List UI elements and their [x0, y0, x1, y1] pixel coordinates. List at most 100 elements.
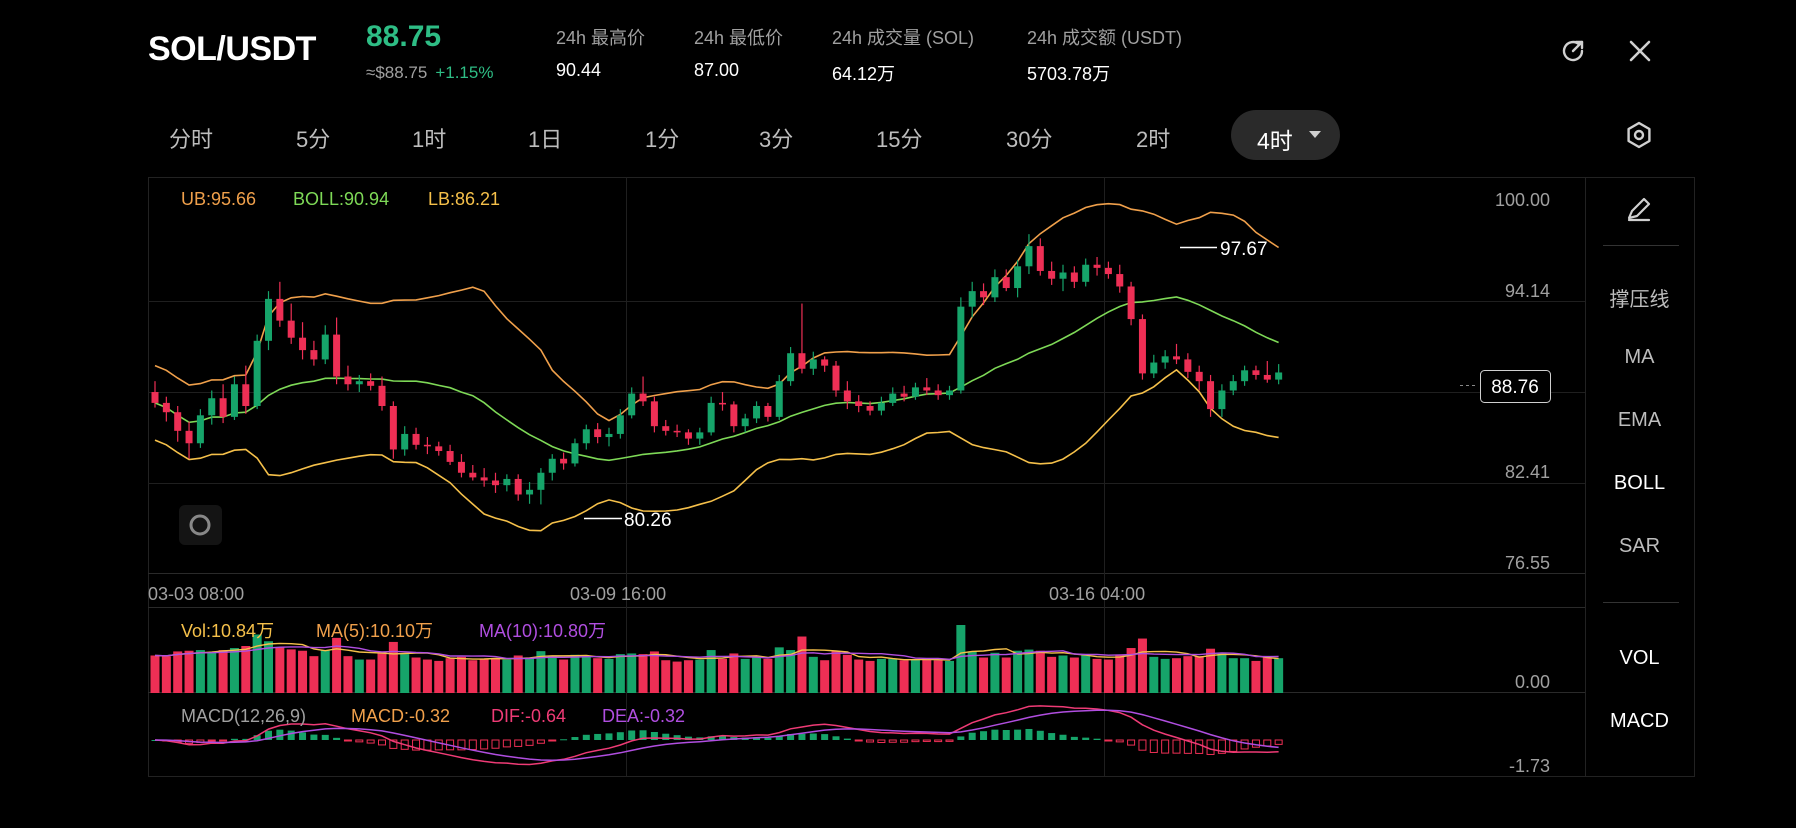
tab-30m[interactable]: 30分 — [1006, 127, 1053, 152]
volume-bar — [876, 658, 886, 693]
price-sub: ≈$88.75 +1.15% — [366, 63, 493, 83]
volume-bar — [1262, 657, 1272, 693]
tab-4h[interactable]: 4时 — [1231, 110, 1340, 160]
volume-bar — [207, 652, 217, 693]
tab-time-share[interactable]: 分时 — [169, 127, 214, 152]
candle-body — [571, 443, 579, 464]
candle-body — [1104, 267, 1112, 275]
exchange-logo[interactable] — [179, 505, 222, 545]
macd-histogram-bar — [265, 730, 272, 740]
macd-histogram-bar — [276, 729, 284, 740]
candle-body — [911, 387, 919, 397]
candle-body — [492, 480, 499, 486]
tab-2h[interactable]: 2时 — [1136, 127, 1171, 152]
legend-macd-params: MACD(12,26,9) — [181, 706, 306, 726]
y-tick-label: 76.55 — [1505, 553, 1550, 573]
tab-1h[interactable]: 1时 — [412, 127, 447, 152]
volume-bar — [1149, 656, 1159, 693]
candle-body — [537, 472, 545, 490]
volume-bar — [366, 659, 376, 693]
macd-histogram-bar — [412, 739, 421, 751]
volume-bar — [706, 650, 716, 693]
macd-histogram-bar — [548, 739, 557, 742]
macd-histogram-bar — [775, 736, 783, 740]
candle-body — [821, 359, 829, 366]
volume-bar — [536, 651, 546, 693]
macd-histogram-bar — [457, 739, 466, 751]
candle-body — [1014, 266, 1022, 289]
pencil-icon — [1627, 197, 1651, 222]
candle-body — [412, 433, 420, 445]
tab-3m[interactable]: 3分 — [759, 127, 794, 152]
volume-bar — [184, 650, 194, 693]
macd-histogram-bar — [343, 739, 352, 742]
candle-body — [299, 337, 307, 351]
sidebar-item-vol[interactable]: VOL — [1619, 647, 1660, 669]
stat-high: 24h 最高价 90.44 — [556, 24, 645, 81]
volume-bar — [1206, 648, 1216, 693]
sidebar-item-macd[interactable]: MACD — [1610, 710, 1669, 732]
macd-histogram-bar — [1002, 729, 1010, 740]
volume-bar — [1160, 658, 1170, 693]
close-button[interactable] — [1620, 31, 1660, 71]
candle-body — [1207, 381, 1215, 410]
indicator-sidebar: 撑压线 MA EMA BOLL SAR VOL MACD — [1585, 178, 1694, 778]
volume-bars — [150, 625, 1284, 693]
stat-label: 24h 成交额 (USDT) — [1027, 28, 1183, 48]
candle-body — [980, 291, 988, 298]
macd-histogram-bar — [253, 735, 261, 740]
candle-body — [662, 426, 670, 431]
tab-15m[interactable]: 15分 — [876, 127, 923, 152]
macd-histogram-bar — [434, 739, 443, 751]
macd-histogram-bar — [1048, 733, 1056, 740]
volume-bar — [1274, 658, 1284, 693]
draw-tool-button[interactable] — [1619, 189, 1659, 229]
volume-bar — [298, 650, 308, 693]
volume-bar — [854, 659, 864, 693]
candle-body — [401, 433, 409, 450]
candle-body — [832, 365, 840, 391]
sidebar-item-boll[interactable]: BOLL — [1613, 472, 1666, 494]
macd-histogram-bar — [911, 739, 920, 743]
candle-body — [957, 306, 965, 391]
volume-bar — [309, 656, 319, 693]
legend-dea: DEA:-0.32 — [602, 706, 685, 726]
candle-body — [287, 320, 295, 338]
macd-histogram-bar — [230, 738, 238, 740]
macd-histogram-bar — [980, 731, 988, 740]
tab-5m[interactable]: 5分 — [296, 127, 331, 152]
boll-upper-line — [154, 202, 1280, 422]
tab-1m[interactable]: 1分 — [645, 127, 680, 152]
macd-histogram-bar — [934, 739, 943, 743]
sidebar-item-ema[interactable]: EMA — [1617, 409, 1662, 431]
tab-1d[interactable]: 1日 — [528, 127, 563, 152]
volume-bar — [411, 657, 421, 693]
sidebar-item-ma[interactable]: MA — [1624, 346, 1655, 368]
volume-bar — [479, 658, 489, 693]
volume-bar — [729, 653, 739, 693]
sidebar-item-support-resistance[interactable]: 撑压线 — [1609, 289, 1670, 311]
macd-histogram-bar — [798, 733, 806, 740]
candle-body — [877, 402, 885, 411]
candle-body — [1059, 272, 1067, 279]
legend-vol: Vol:10.84万 — [181, 621, 274, 641]
refresh-button[interactable] — [1553, 31, 1593, 71]
volume-bar — [400, 654, 410, 693]
candle-body — [866, 406, 874, 411]
candle-body — [355, 381, 363, 385]
candle-body — [684, 432, 692, 439]
x-tick-label: 03-03 08:00 — [148, 584, 244, 604]
chart-settings-button[interactable] — [1619, 115, 1659, 155]
logo-badge — [179, 505, 222, 545]
sidebar-item-sar[interactable]: SAR — [1618, 535, 1661, 557]
volume-bar — [513, 655, 523, 693]
macd-histogram-bar — [480, 739, 489, 750]
macd-histogram-bar — [310, 734, 318, 740]
macd-histogram-bar — [378, 739, 386, 746]
volume-bar — [831, 651, 841, 693]
volume-bar — [752, 657, 762, 693]
candle-body — [185, 430, 193, 444]
candle-body — [809, 359, 817, 369]
volume-bar — [865, 660, 875, 693]
